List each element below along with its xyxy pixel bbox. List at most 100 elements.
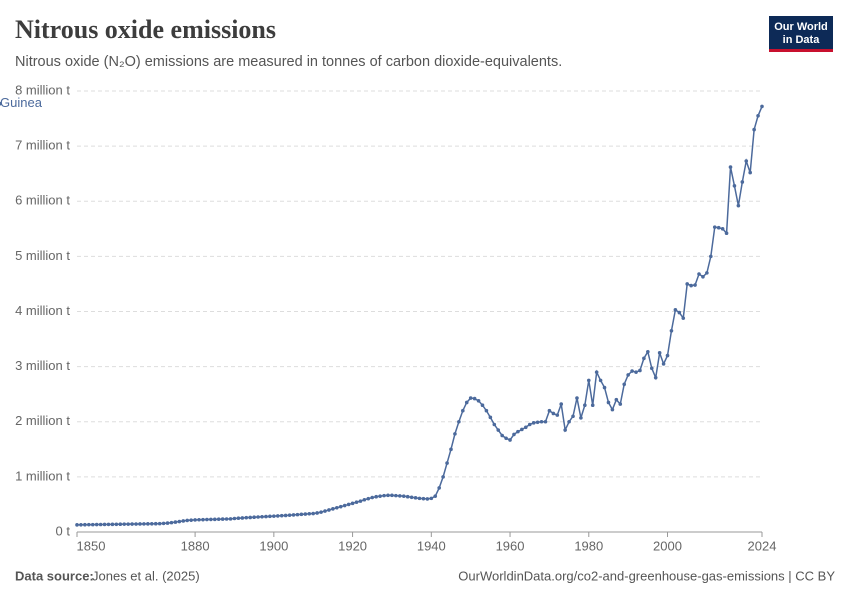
data-point [579,416,583,420]
data-point [366,496,371,501]
y-tick-label: 3 million t [15,358,70,373]
data-point [315,511,319,515]
data-point [0,101,2,106]
data-point [114,522,119,527]
data-point [311,511,316,516]
data-point [567,419,571,424]
data-point [732,184,737,188]
data-point [75,523,79,527]
data-point [630,369,634,373]
data-point [586,378,591,383]
data-point [295,512,300,517]
data-point [461,408,465,413]
data-point [453,432,457,436]
data-point [476,399,481,403]
data-point [693,283,697,287]
data-point [118,522,123,527]
data-point [752,127,756,132]
data-point [394,493,398,498]
data-point [760,104,764,109]
data-point [677,310,682,315]
data-point [370,495,375,500]
data-point [610,407,615,412]
data-point [449,447,453,452]
x-tick-label: 1880 [181,538,210,553]
data-point [177,519,182,524]
data-point [614,397,619,402]
data-point [181,519,186,523]
data-point [197,517,201,522]
data-point [138,522,142,526]
data-point [736,203,741,208]
data-point [653,375,658,380]
data-point [669,328,674,333]
logo-text: Our World [774,21,828,33]
data-point [362,497,367,502]
data-point [520,427,524,432]
y-tick-label: 7 million t [15,138,70,153]
data-point [240,516,245,520]
data-point [224,517,229,521]
data-point [83,522,87,527]
data-point [110,522,115,527]
data-point [79,522,83,527]
data-point [480,403,485,408]
data-point [350,501,355,506]
data-point [201,517,205,522]
data-point [661,362,666,366]
data-point [346,502,351,507]
data-point [429,496,434,501]
data-point [523,425,528,430]
data-point [327,508,331,512]
data-point [685,282,690,286]
x-tick-label: 1850 [77,538,106,553]
data-point [539,419,544,424]
x-tick-label: 2024 [748,538,777,553]
data-point [598,378,603,383]
y-tick-label: 8 million t [15,82,70,97]
series-line [76,106,763,526]
source-url[interactable]: OurWorldinData.org/co2-and-greenhouse-ga… [458,568,835,583]
data-point [484,408,489,413]
x-tick-label: 1900 [259,538,288,553]
data-point [409,495,414,500]
data-point [291,513,296,517]
data-point [256,515,260,519]
data-point [649,366,654,371]
data-point [275,514,280,518]
data-point [575,396,579,400]
x-tick-label: 1940 [417,538,446,553]
data-point [358,499,363,503]
data-point [626,373,630,377]
data-point [437,486,441,490]
data-point [189,518,193,522]
y-tick-label: 4 million t [15,303,70,318]
data-point [445,461,449,465]
data-point [488,415,493,420]
x-tick-label: 1920 [338,538,367,553]
data-point [205,517,209,522]
data-point [492,422,497,427]
data-point [571,414,575,419]
data-point [496,428,501,432]
data-point [728,165,733,169]
data-point [106,522,111,527]
data-point [335,505,339,510]
data-point [744,159,749,163]
data-point [161,521,166,526]
data-point [657,351,662,355]
data-point [543,419,548,424]
data-point [425,497,430,501]
data-point [464,400,469,405]
logo[interactable] [769,16,833,52]
data-point [98,522,103,527]
data-point [193,518,197,522]
data-point [602,385,607,390]
data-point [413,496,418,500]
data-point [748,170,752,175]
data-point [299,512,304,517]
data-point [634,370,638,374]
data-point [185,518,190,523]
logo-text: in Data [783,34,821,46]
